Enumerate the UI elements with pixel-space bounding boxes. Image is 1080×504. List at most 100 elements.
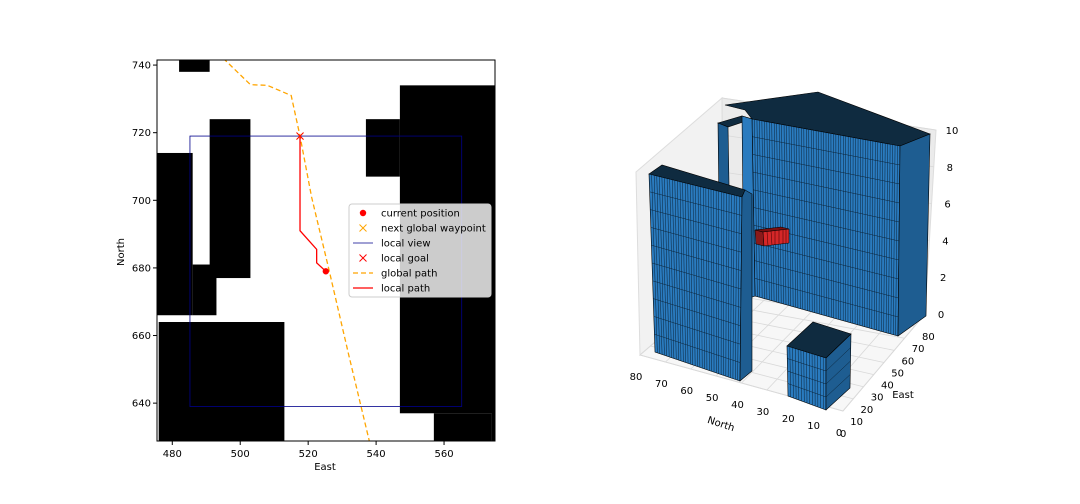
x-marker-stroke xyxy=(359,254,367,262)
voxel-edge xyxy=(651,244,742,271)
x-tick-label: 560 xyxy=(434,449,453,460)
x-tick-label: 540 xyxy=(367,449,386,460)
building-large xyxy=(724,91,931,337)
voxel-edge xyxy=(654,333,741,363)
obstacle xyxy=(157,152,193,316)
y-tick-label: 700 xyxy=(132,196,151,207)
voxel-edge xyxy=(753,207,900,242)
obstacle xyxy=(433,413,492,441)
obstacle xyxy=(365,119,400,177)
x-tick-label: 480 xyxy=(163,449,182,460)
x3d-tick-label: 80 xyxy=(630,372,643,383)
legend-label: next global waypoint xyxy=(381,224,486,235)
z3d-tick-label: 6 xyxy=(944,200,950,211)
y3d-tick-label: 50 xyxy=(891,368,904,379)
voxel-edge xyxy=(754,260,899,299)
x-axis-label: East xyxy=(314,462,336,473)
y3d-tick-label: 30 xyxy=(871,393,884,404)
voxel-edge xyxy=(653,298,741,327)
x3d-tick-label: 40 xyxy=(731,400,744,411)
voxel-edge xyxy=(649,191,742,216)
y3d-axis-label: East xyxy=(892,390,914,401)
voxel-edge xyxy=(787,370,827,385)
x-axis: 480 500 520 540 560 xyxy=(163,441,454,460)
voxel-edge xyxy=(752,136,900,166)
y-tick-label: 720 xyxy=(132,128,151,139)
z3d-tick-label: 10 xyxy=(946,126,959,137)
x3d-tick-label: 30 xyxy=(757,407,770,418)
voxel-edge xyxy=(825,360,851,385)
z3d-tick xyxy=(936,130,941,131)
x-marker-stroke xyxy=(359,224,367,232)
local-path-line xyxy=(299,136,327,272)
x3d-axis-label: North xyxy=(706,415,736,434)
voxel-edge xyxy=(754,278,899,318)
x3d-tick-label: 10 xyxy=(807,421,820,432)
voxel-edge xyxy=(651,262,742,290)
y3d-tick-label: 40 xyxy=(881,381,894,392)
x3d-tick-label: 60 xyxy=(680,386,693,397)
voxel-edge xyxy=(650,209,742,235)
voxel-edge xyxy=(752,154,900,185)
z3d-tick-label: 8 xyxy=(947,163,953,174)
voxel-edge xyxy=(754,242,899,280)
y-tick-label: 640 xyxy=(132,399,151,410)
voxel-edge xyxy=(752,171,900,204)
y-tick-label: 740 xyxy=(132,61,151,72)
building-small xyxy=(786,321,852,411)
y3d-tick-label: 70 xyxy=(912,344,925,355)
legend-box xyxy=(348,203,492,298)
voxel-edge xyxy=(652,280,741,308)
z3d-tick-label: 0 xyxy=(938,310,944,321)
y3d-tick-label: 80 xyxy=(922,332,935,343)
y-tick-label: 660 xyxy=(132,331,151,342)
map-frame xyxy=(156,59,496,442)
z3d-tick xyxy=(932,204,937,205)
legend-label: local view xyxy=(381,239,431,250)
y-axis-label: North xyxy=(116,238,127,266)
z3d-tick xyxy=(927,277,932,278)
y3d-tick-label: 10 xyxy=(850,417,863,428)
x-tick-label: 520 xyxy=(299,449,318,460)
axes-3d: 8070605040302010001020304050607080024681… xyxy=(630,126,959,440)
obstacle xyxy=(491,409,495,441)
voxel-edge xyxy=(650,227,742,253)
legend-marker xyxy=(359,209,367,217)
obstacle xyxy=(179,60,210,72)
x3d-tick-label: 0 xyxy=(836,428,842,439)
legend: current position next global waypoint loca… xyxy=(348,203,492,298)
obstacle xyxy=(158,322,285,441)
z3d-tick-label: 2 xyxy=(940,273,946,284)
voxel-edge xyxy=(787,383,827,398)
legend-label: current position xyxy=(381,209,460,220)
z3d-tick-label: 4 xyxy=(942,236,948,247)
y-axis: 640 660 680 700 720 740 xyxy=(132,61,157,410)
voxel-edge xyxy=(653,316,741,345)
y3d-tick-label: 0 xyxy=(840,429,846,440)
voxel-edge xyxy=(753,189,900,223)
voxel-edge xyxy=(825,347,851,372)
y3d-tick-label: 60 xyxy=(902,356,915,367)
voxel-edge xyxy=(825,374,851,398)
y3d-tick-label: 20 xyxy=(861,405,874,416)
voxel-edge xyxy=(787,358,827,372)
z3d-tick xyxy=(934,167,939,168)
building-left xyxy=(648,164,753,382)
x3d-tick-label: 70 xyxy=(655,379,668,390)
legend-label: global path xyxy=(381,269,437,280)
legend-label: local goal xyxy=(381,254,429,265)
z3d-tick xyxy=(929,240,934,241)
x-tick-label: 500 xyxy=(231,449,250,460)
goal-voxels xyxy=(754,226,790,247)
x-marker-stroke xyxy=(296,132,304,140)
y-tick-label: 680 xyxy=(132,263,151,274)
legend-label: local path xyxy=(381,284,430,295)
current-position-marker xyxy=(322,268,330,275)
voxel-3d-chart: 8070605040302010001020304050607080024681… xyxy=(630,91,959,440)
x3d-tick-label: 20 xyxy=(782,414,795,425)
obstacle xyxy=(209,119,251,279)
x3d-tick-label: 50 xyxy=(706,393,719,404)
